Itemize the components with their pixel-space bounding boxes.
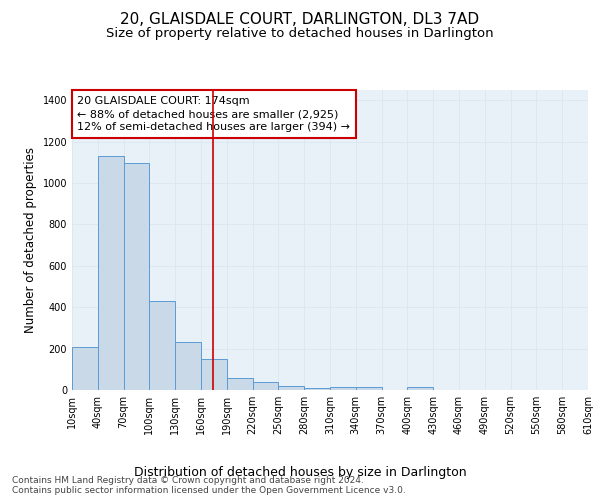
Bar	[72, 346, 98, 390]
Bar	[330, 387, 356, 390]
Bar	[149, 301, 175, 390]
Text: Contains HM Land Registry data © Crown copyright and database right 2024.
Contai: Contains HM Land Registry data © Crown c…	[12, 476, 406, 495]
Text: 20 GLAISDALE COURT: 174sqm
← 88% of detached houses are smaller (2,925)
12% of s: 20 GLAISDALE COURT: 174sqm ← 88% of deta…	[77, 96, 350, 132]
Text: 20, GLAISDALE COURT, DARLINGTON, DL3 7AD: 20, GLAISDALE COURT, DARLINGTON, DL3 7AD	[121, 12, 479, 28]
Bar	[201, 359, 227, 390]
Bar	[124, 164, 149, 390]
Bar	[356, 387, 382, 390]
Bar	[175, 342, 201, 390]
Bar	[278, 386, 304, 390]
Bar	[227, 378, 253, 390]
Text: Distribution of detached houses by size in Darlington: Distribution of detached houses by size …	[134, 466, 466, 479]
Bar	[253, 382, 278, 390]
Bar	[407, 387, 433, 390]
Text: Size of property relative to detached houses in Darlington: Size of property relative to detached ho…	[106, 28, 494, 40]
Bar	[98, 156, 124, 390]
Y-axis label: Number of detached properties: Number of detached properties	[24, 147, 37, 333]
Bar	[304, 388, 330, 390]
